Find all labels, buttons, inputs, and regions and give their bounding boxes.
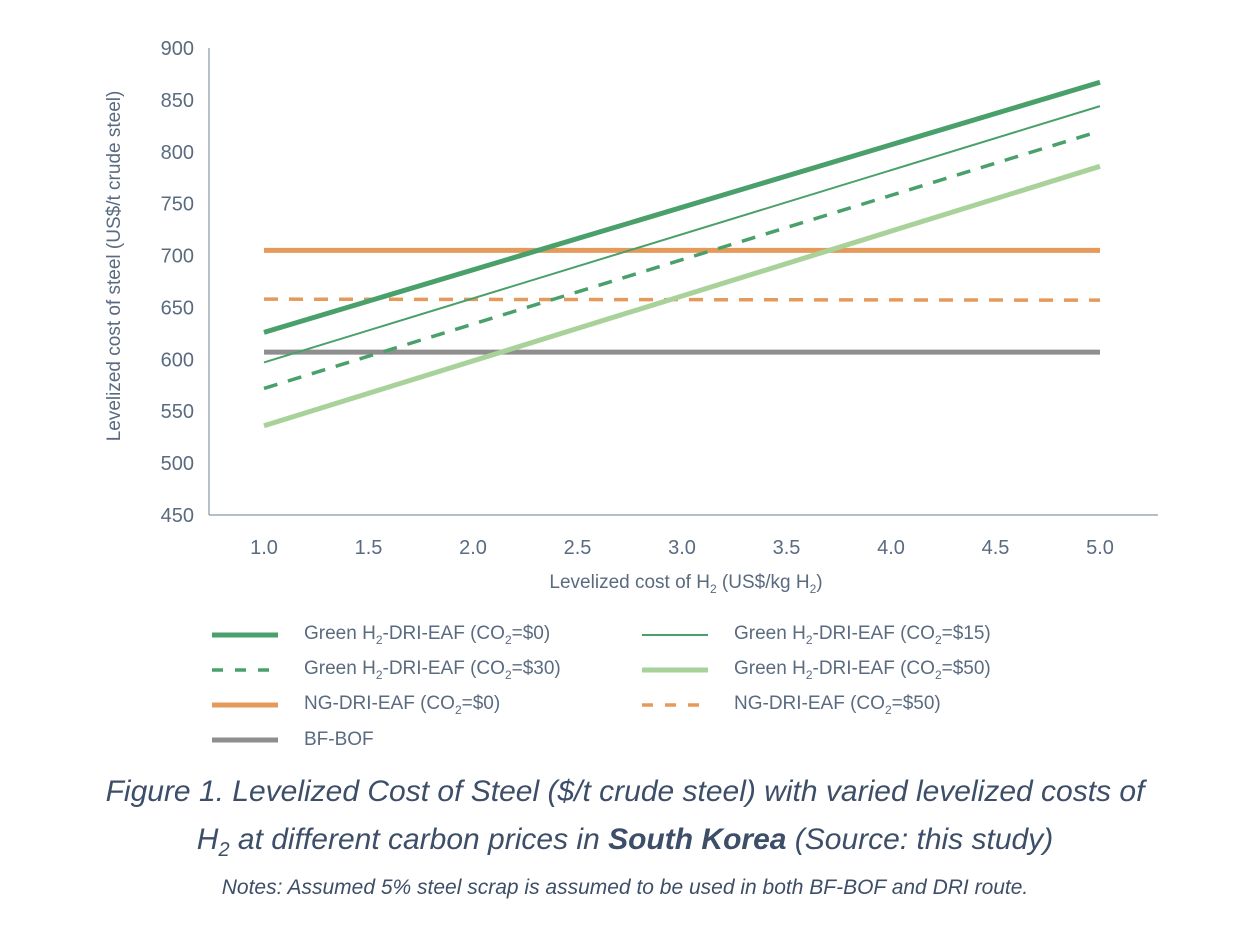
x-title-mid: (US$/kg H [717,572,810,593]
legend-swatch [642,667,708,673]
y-tick-label: 450 [161,505,194,527]
caption-line-2-pre: at different carbon prices in [229,823,609,856]
legend-swatch [642,703,708,707]
y-tick-label: 500 [161,453,194,475]
legend-item: NG-DRI-EAF (CO2=$0) [212,690,500,720]
chart: 450 500 550 600 650 700 750 800 850 900 1.0 1.5 2.0… [104,38,1158,596]
x-tick-label: 1.5 [355,537,383,559]
x-title-post: ) [816,572,822,593]
legend-label: Green H2-DRI-EAF (CO2=$0) [304,623,551,647]
figure-caption: Figure 1. Levelized Cost of Steel ($/t c… [0,768,1250,874]
y-tick-label: 800 [161,142,194,164]
figure-notes: Notes: Assumed 5% steel scrap is assumed… [221,876,1029,899]
legend-swatch [212,737,278,743]
x-tick-label: 3.0 [668,537,696,559]
x-axis-title: Levelized cost of H2 (US$/kg H2) [549,572,822,596]
legend-label: Green H2-DRI-EAF (CO2=$50) [734,658,991,682]
series-line-1 [263,79,1101,335]
x-title-pre: Levelized cost of H [549,572,710,593]
legend-item: Green H2-DRI-EAF (CO2=$0) [212,620,550,650]
x-tick-label: 2.0 [459,537,487,559]
legend-item: NG-DRI-EAF (CO2=$50) [642,690,941,720]
legend-item: Green H2-DRI-EAF (CO2=$15) [642,620,991,650]
axes [208,48,1158,516]
series-line-4 [263,163,1101,429]
caption-h: H [196,823,219,856]
legend-label: BF-BOF [304,729,374,750]
x-tick-label: 5.0 [1086,537,1114,559]
x-title-sub1: 2 [710,582,717,596]
x-tick-label: 4.0 [877,537,905,559]
legend-label: NG-DRI-EAF (CO2=$0) [304,693,501,717]
y-tick-label: 700 [161,246,194,268]
legend-swatch [642,634,708,636]
legend-item: Green H2-DRI-EAF (CO2=$30) [212,655,561,685]
legend-label: NG-DRI-EAF (CO2=$50) [734,693,941,717]
caption-h-sub: 2 [218,839,230,861]
x-tick-label: 3.5 [773,537,801,559]
legend-label: Green H2-DRI-EAF (CO2=$30) [304,658,561,682]
legend-label: Green H2-DRI-EAF (CO2=$15) [734,623,991,647]
y-axis-title: Levelized cost of steel (US$/t crude ste… [104,91,125,442]
x-tick-labels: 1.0 1.5 2.0 2.5 3.0 3.5 4.0 4.5 5.0 [250,537,1114,559]
x-tick-label: 1.0 [250,537,278,559]
legend-item: Green H2-DRI-EAF (CO2=$50) [642,655,991,685]
legend-swatch [212,668,278,672]
caption-country: South Korea [608,823,787,856]
x-title-sub2: 2 [810,582,817,596]
y-tick-labels: 450 500 550 600 650 700 750 800 850 900 [161,38,194,527]
legend-item: BF-BOF [212,725,374,755]
caption-line-1: Figure 1. Levelized Cost of Steel ($/t c… [105,775,1145,808]
caption-line-2: H2 at different carbon prices in South K… [0,816,1250,874]
y-tick-label: 650 [161,297,194,319]
y-tick-label: 750 [161,194,194,216]
y-tick-label: 900 [161,38,194,60]
caption-line-2-post: (Source: this study) [786,823,1054,856]
series-lines [263,79,1101,429]
series-line-2 [263,105,1101,364]
x-tick-label: 2.5 [564,537,592,559]
legend-swatch [212,632,278,638]
y-tick-label: 550 [161,401,194,423]
y-tick-label: 850 [161,90,194,112]
x-tick-label: 4.5 [982,537,1010,559]
series-line-3 [263,129,1101,391]
series-line-6 [263,297,1101,302]
legend-swatch [212,702,278,708]
y-tick-label: 600 [161,349,194,371]
